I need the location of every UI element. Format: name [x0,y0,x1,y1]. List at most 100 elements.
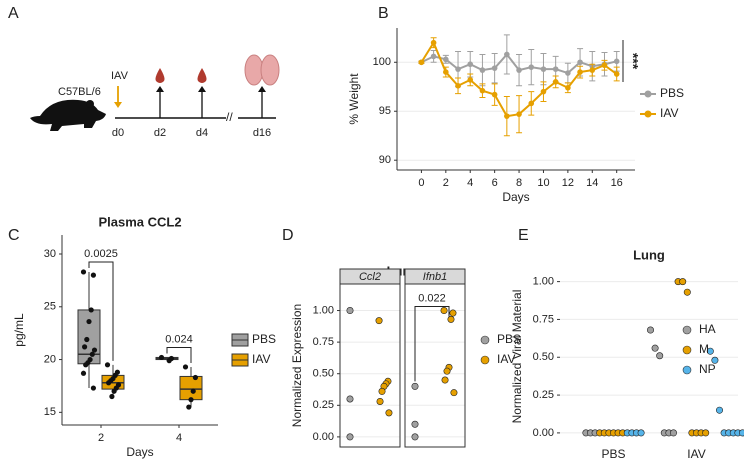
data-point [443,367,451,375]
data-point [479,67,486,73]
data-point [669,429,677,437]
data-point [111,388,117,394]
lung-icon [260,54,280,86]
y-axis-title: Normalized Expression [290,304,304,427]
panel-label: C [8,227,20,244]
data-point [449,309,457,317]
legend-label: IAV [497,352,515,366]
x-tick-label: 16 [611,177,623,189]
y-tick-label: 0.50 [533,351,554,363]
data-point [455,82,461,89]
y-tick-label: 0.50 [313,368,334,380]
data-point [186,404,192,410]
box [77,309,101,365]
x-tick-label: 4 [176,432,182,444]
data-point [646,326,654,334]
data-point [430,39,437,46]
data-point [479,87,486,94]
chart-title: Lung [633,247,665,262]
data-point [411,433,419,441]
data-point [491,91,498,98]
data-point [577,59,583,66]
blood-drop [197,68,207,83]
data-point [711,356,719,364]
data-point [440,307,448,315]
legend-marker [480,355,490,365]
legend-label: IAV [660,106,678,120]
facet-label: Ifnb1 [423,271,447,283]
y-tick-label: 95 [379,105,391,117]
data-point [504,113,510,119]
data-point [467,61,474,68]
facet-strip [339,268,401,285]
legend-label: PBS [497,332,521,346]
y-tick-label: 100 [373,56,391,68]
data-point [86,318,92,325]
legend-marker [682,345,692,355]
legend-label: M [699,342,709,356]
data-point [90,385,96,391]
data-point [188,397,194,403]
legend-label: PBS [660,86,684,100]
data-point [346,433,354,441]
p-value: 0.0025 [84,248,118,260]
x-tick-label: 0 [418,177,424,189]
data-point [540,66,547,72]
y-axis-title: Normalized Viral Material [510,290,524,424]
data-point [706,347,714,355]
data-point [443,69,449,75]
data-point [346,307,354,315]
data-point [589,67,596,73]
significance: *** [625,53,641,70]
data-point [109,393,115,400]
x-tick-label: 12 [562,177,574,189]
data-point [411,420,419,428]
sample-arrows [159,90,263,118]
data-point [528,100,535,107]
legend-label: PBS [252,332,276,346]
legend-label: HA [699,322,716,336]
data-point [182,364,189,370]
data-point [552,79,559,85]
x-axis-title: Days [126,445,153,459]
y-tick-label: 25 [44,301,56,313]
data-point [158,354,165,361]
timeline-break: // [226,110,233,124]
data-point [565,70,571,76]
x-tick-label: 4 [467,177,473,189]
data-point [656,352,664,360]
y-tick-label: 0.00 [313,431,334,443]
significance-bracket [88,261,114,361]
blood-drop [155,68,165,83]
x-axis-title: Days [502,190,529,204]
data-point [89,351,95,357]
data-point [106,380,112,386]
y-tick-label: 0.75 [533,313,554,325]
data-point [430,53,437,60]
x-tick-label: 2 [443,177,449,189]
legend-marker [480,335,490,345]
data-point [601,62,608,69]
data-point [346,395,354,403]
data-point [166,358,172,364]
y-tick-label: 15 [44,406,56,418]
legend-label: NP [699,362,716,376]
legend-label: IAV [252,352,270,366]
significance-bracket [166,346,192,363]
y-tick-label: 0.25 [313,399,334,411]
y-tick-label: 90 [379,154,391,166]
data-point [443,56,449,63]
legend-marker [682,325,692,335]
legend-marker [644,110,652,118]
facet-strip [404,268,466,285]
y-tick-label: 0.25 [533,389,554,401]
timepoint: d2 [154,127,166,139]
data-point [378,387,386,395]
data-point [411,382,419,390]
data-point [715,406,723,414]
legend-marker [682,365,692,375]
data-point [577,69,583,75]
data-point [637,429,645,437]
mouse-ear [86,100,94,108]
